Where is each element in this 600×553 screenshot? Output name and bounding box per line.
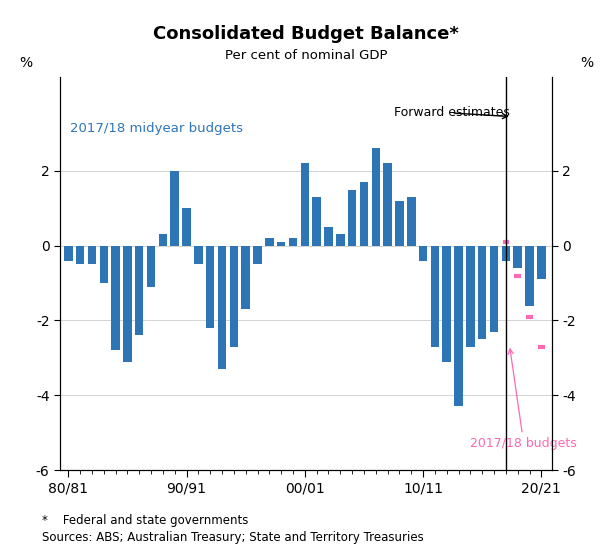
Bar	[112, 246, 120, 351]
Bar	[466, 246, 475, 347]
Bar	[170, 171, 179, 246]
Bar	[525, 246, 534, 305]
Bar	[407, 197, 416, 246]
Bar	[336, 234, 344, 246]
Text: Per cent of nominal GDP: Per cent of nominal GDP	[225, 49, 387, 62]
Bar	[100, 246, 108, 283]
Bar	[241, 246, 250, 309]
Bar	[454, 246, 463, 406]
Bar	[194, 246, 203, 264]
Text: *    Federal and state governments: * Federal and state governments	[42, 514, 248, 528]
Bar	[431, 246, 439, 347]
Bar	[277, 242, 286, 246]
Bar	[158, 234, 167, 246]
Bar	[230, 246, 238, 347]
Bar	[383, 164, 392, 246]
Bar	[371, 148, 380, 246]
Bar	[419, 246, 427, 260]
Bar	[502, 246, 510, 260]
Bar	[64, 246, 73, 260]
Bar	[206, 246, 214, 328]
Bar	[289, 238, 297, 246]
Bar	[478, 246, 487, 339]
Bar	[182, 208, 191, 246]
Text: 2017/18 midyear budgets: 2017/18 midyear budgets	[70, 122, 243, 135]
Text: 2017/18 budgets: 2017/18 budgets	[470, 349, 577, 450]
Bar	[537, 246, 545, 279]
Text: %: %	[580, 55, 593, 70]
Bar	[253, 246, 262, 264]
Bar	[135, 246, 143, 336]
Bar	[514, 246, 522, 268]
Bar	[348, 190, 356, 246]
Bar	[324, 227, 333, 246]
Title: Consolidated Budget Balance*: Consolidated Budget Balance*	[153, 24, 459, 43]
Text: Forward estimates: Forward estimates	[394, 106, 509, 119]
Bar	[359, 182, 368, 246]
Bar	[88, 246, 96, 264]
Text: %: %	[19, 55, 32, 70]
Bar	[490, 246, 499, 332]
Bar	[313, 197, 321, 246]
Bar	[76, 246, 85, 264]
Bar	[265, 238, 274, 246]
Text: Sources: ABS; Australian Treasury; State and Territory Treasuries: Sources: ABS; Australian Treasury; State…	[42, 531, 424, 544]
Bar	[147, 246, 155, 287]
Bar	[395, 201, 404, 246]
Bar	[218, 246, 226, 369]
Bar	[442, 246, 451, 362]
Bar	[301, 164, 309, 246]
Bar	[123, 246, 131, 362]
